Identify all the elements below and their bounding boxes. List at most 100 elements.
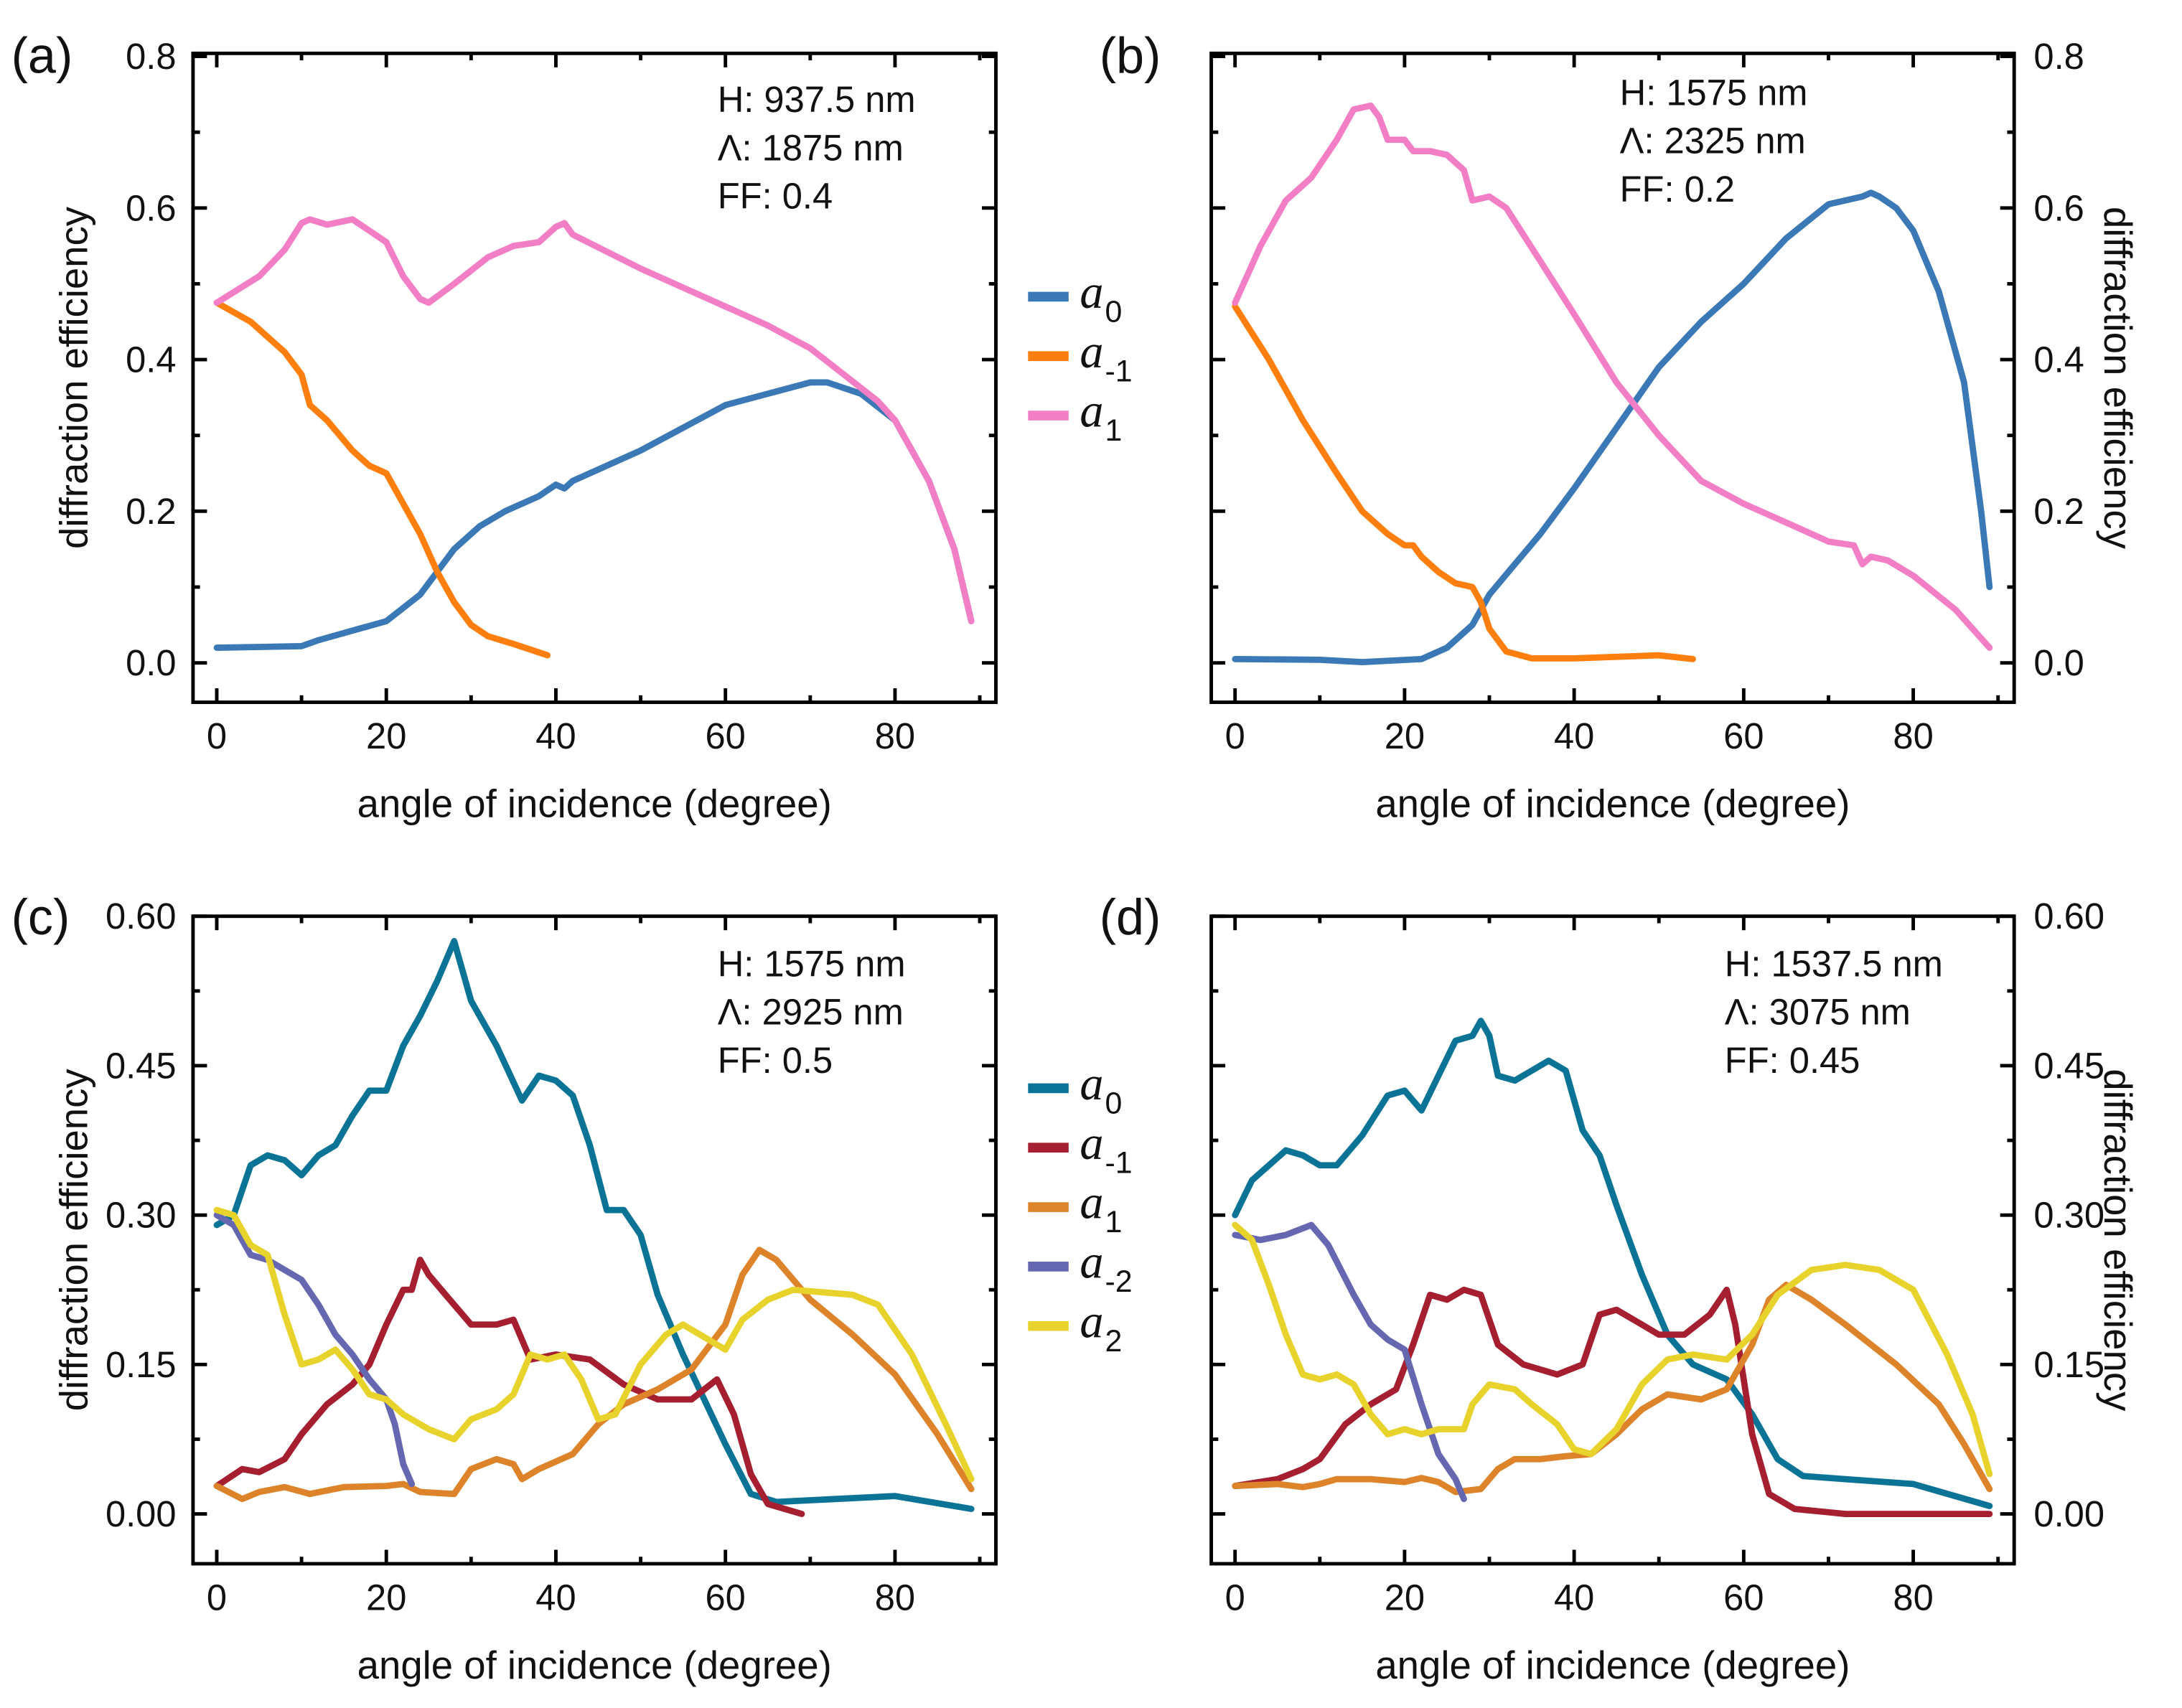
x-tick-label: 80 <box>875 1577 915 1618</box>
y-tick-label: 0.6 <box>2033 187 2084 228</box>
x-tick-label: 80 <box>1893 715 1933 756</box>
x-tick-label: 20 <box>1385 1577 1425 1618</box>
x-tick-label: 80 <box>1893 1577 1933 1618</box>
legend-symbol: a <box>1080 1177 1103 1229</box>
y-tick-label: 0.00 <box>2033 1493 2104 1534</box>
y-tick-label: 0.00 <box>106 1493 177 1534</box>
x-tick-label: 0 <box>1225 715 1245 756</box>
series-line-a-1 <box>1232 303 1696 662</box>
y-tick-label: 0.45 <box>106 1045 177 1086</box>
x-tick-label: 20 <box>1385 715 1425 756</box>
plot-frame <box>191 914 998 1566</box>
panel-b: (b) 0 20 40 60 80 0.0 0.2 0.4 0.6 0.8 angle of inci… <box>1100 27 2140 826</box>
legend: a 0a -1a 1a -2a 2 <box>1028 1058 1133 1359</box>
series-line-a1 <box>1232 102 1993 651</box>
legend-subscript: 2 <box>1105 1324 1122 1359</box>
parameter-annotation: Λ: 2925 nm <box>718 992 904 1033</box>
legend-item-a-1: a -1 <box>1028 1117 1133 1180</box>
x-tick-label: 20 <box>366 715 406 756</box>
y-tick-label: 0.30 <box>2033 1195 2104 1236</box>
x-axis-title: angle of incidence (degree) <box>1375 782 1850 825</box>
parameter-annotation: H: 1575 nm <box>718 944 906 985</box>
panel-label: (b) <box>1100 27 1161 84</box>
x-tick-label: 60 <box>706 715 746 756</box>
series-line-a0 <box>213 938 975 1512</box>
series-line-a1 <box>213 216 975 624</box>
x-tick-label: 40 <box>535 1577 576 1618</box>
y-tick-label: 0.4 <box>126 339 176 380</box>
y-axis-title: diffraction efficiency <box>2096 1069 2140 1412</box>
x-tick-label: 40 <box>1554 1577 1594 1618</box>
plot-frame <box>191 51 998 704</box>
panel-a: (a) 0 20 40 60 80 0.0 0.2 0.4 0.6 0.8 angle of inci… <box>11 27 1133 826</box>
legend-symbol: a <box>1080 1117 1103 1170</box>
parameter-annotation: Λ: 2325 nm <box>1620 121 1806 161</box>
y-axis-title: diffraction efficiency <box>52 206 96 549</box>
legend-symbol: a <box>1080 266 1103 319</box>
parameter-annotation: FF: 0.4 <box>718 176 833 217</box>
y-tick-label: 0.45 <box>2033 1045 2104 1086</box>
series-line-a2 <box>1232 1221 1993 1478</box>
legend-symbol: a <box>1080 326 1103 378</box>
y-axis-title: diffraction efficiency <box>2096 207 2140 550</box>
x-tick-label: 40 <box>535 715 576 756</box>
y-tick-label: 0.0 <box>2033 642 2084 683</box>
legend-symbol: a <box>1080 385 1103 438</box>
legend-symbol: a <box>1080 1295 1103 1348</box>
y-tick-label: 0.0 <box>126 642 176 683</box>
x-tick-label: 0 <box>207 715 227 756</box>
parameter-annotation: Λ: 1875 nm <box>718 127 904 168</box>
y-tick-label: 0.6 <box>126 187 176 228</box>
legend-subscript: 1 <box>1105 413 1122 448</box>
y-tick-label: 0.4 <box>2033 339 2084 380</box>
y-tick-label: 0.60 <box>2033 896 2104 937</box>
series-line-a1 <box>213 1247 975 1503</box>
parameter-annotation: H: 1575 nm <box>1620 72 1808 113</box>
x-tick-label: 60 <box>706 1577 746 1618</box>
series-line-a0 <box>1232 1018 1993 1509</box>
legend-subscript: -2 <box>1105 1264 1132 1299</box>
y-tick-label: 0.2 <box>2033 491 2084 532</box>
legend-subscript: -1 <box>1105 1145 1132 1180</box>
y-tick-label: 0.30 <box>106 1195 177 1236</box>
series-line-a1 <box>1232 1282 1993 1496</box>
legend-subscript: 0 <box>1105 295 1122 329</box>
legend-item-a-1: a -1 <box>1028 326 1133 388</box>
y-tick-label: 0.15 <box>2033 1344 2104 1385</box>
x-tick-label: 60 <box>1723 1577 1764 1618</box>
series-line-a0 <box>1232 189 1993 666</box>
y-tick-label: 0.8 <box>2033 36 2084 77</box>
x-tick-label: 80 <box>875 715 915 756</box>
legend-subscript: 1 <box>1105 1205 1122 1239</box>
x-axis-title: angle of incidence (degree) <box>357 1643 832 1687</box>
x-tick-label: 0 <box>207 1577 227 1618</box>
y-tick-label: 0.60 <box>106 896 177 937</box>
plot-frame <box>1209 51 2016 704</box>
legend-symbol: a <box>1080 1236 1103 1288</box>
y-tick-label: 0.15 <box>106 1344 177 1385</box>
parameter-annotation: Λ: 3075 nm <box>1725 992 1911 1033</box>
panel-label: (d) <box>1100 888 1161 945</box>
x-tick-label: 20 <box>366 1577 406 1618</box>
parameter-annotation: FF: 0.2 <box>1620 169 1735 210</box>
plot-frame <box>1209 914 2016 1566</box>
parameter-annotation: FF: 0.5 <box>718 1040 833 1081</box>
x-axis-title: angle of incidence (degree) <box>357 782 832 825</box>
y-axis-title: diffraction efficiency <box>52 1069 96 1412</box>
series-line-a2 <box>213 1206 975 1483</box>
x-tick-label: 60 <box>1723 715 1764 756</box>
legend-symbol: a <box>1080 1058 1103 1110</box>
parameter-annotation: H: 1537.5 nm <box>1725 944 1943 985</box>
y-tick-label: 0.2 <box>126 491 176 532</box>
series-line-a-1 <box>213 299 551 659</box>
y-tick-label: 0.8 <box>126 36 176 77</box>
series-line-a-2 <box>1232 1221 1467 1503</box>
